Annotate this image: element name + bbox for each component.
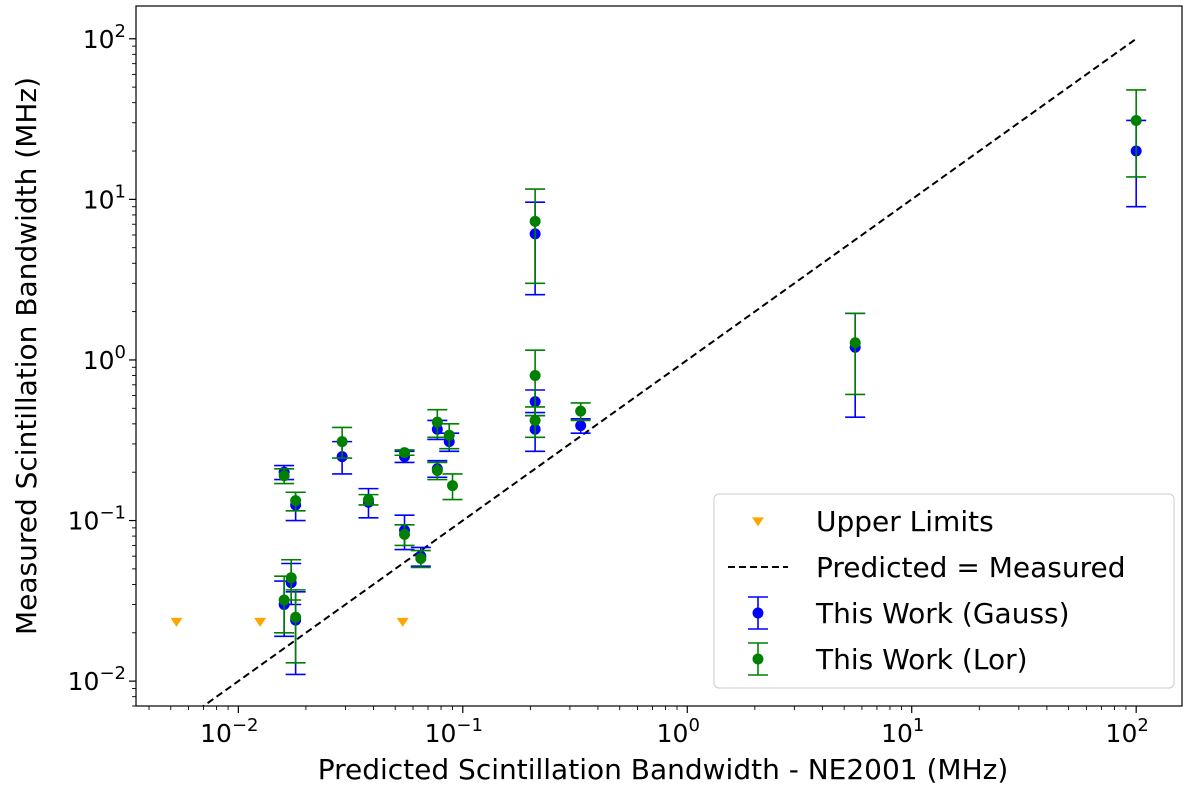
data-point (1130, 114, 1142, 126)
plot-frame (135, 5, 1183, 707)
data-point (529, 414, 541, 426)
data-point (575, 420, 587, 432)
legend-label-upper-limits: Upper Limits (816, 505, 994, 538)
data-point (575, 405, 587, 417)
legend-swatch-point (752, 653, 764, 665)
data-point (443, 429, 455, 441)
x-tick-label: 10−1 (425, 715, 483, 748)
data-point (431, 464, 443, 476)
data-point (529, 370, 541, 382)
upper-limit-point (396, 617, 409, 627)
axis-ticks: 10−2 10−1 100 101 102 10−2 10−1 100 101 102 (68, 21, 1149, 748)
data-point (285, 572, 297, 584)
x-axis-label: Predicted Scintillation Bandwidth - NE20… (318, 753, 1009, 786)
series-0 (170, 617, 409, 627)
y-tick-label: 101 (83, 181, 126, 214)
legend-label-gauss: This Work (Gauss) (815, 597, 1070, 630)
legend-swatch-point (752, 607, 764, 619)
upper-limit-point (170, 617, 183, 627)
data-point (529, 215, 541, 227)
y-tick-label: 10−2 (68, 663, 126, 696)
identity-line (201, 37, 1137, 706)
data-point (431, 416, 443, 428)
data-point (290, 495, 302, 507)
data-point (278, 470, 290, 482)
legend-box (713, 493, 1175, 689)
legend-swatches (728, 517, 788, 676)
data-point (362, 494, 374, 506)
data-point (849, 337, 861, 349)
x-tick-label: 10−2 (200, 715, 258, 748)
data-point (447, 480, 459, 492)
y-axis-label: Measured Scintillation Bandwidth (MHz) (10, 77, 43, 635)
series-3 (274, 89, 1147, 664)
y-tick-label: 102 (83, 21, 126, 54)
data-point (415, 553, 427, 565)
series-1 (201, 37, 1137, 706)
legend-swatch-upper-limits (752, 517, 764, 527)
x-tick-label: 101 (881, 715, 924, 748)
legend: Upper Limits Predicted = Measured This W… (713, 493, 1175, 689)
y-tick-label: 10−1 (68, 503, 126, 536)
data-point (290, 611, 302, 623)
data-marks (170, 37, 1147, 706)
x-tick-label: 100 (657, 715, 700, 748)
data-point (399, 528, 411, 540)
legend-label-lor: This Work (Lor) (815, 643, 1028, 676)
legend-label-predicted-equals-measured: Predicted = Measured (816, 551, 1125, 584)
data-point (336, 436, 348, 448)
upper-limit-point (254, 617, 267, 627)
data-point (399, 447, 411, 459)
y-tick-label: 100 (83, 342, 126, 375)
x-tick-label: 102 (1106, 715, 1149, 748)
